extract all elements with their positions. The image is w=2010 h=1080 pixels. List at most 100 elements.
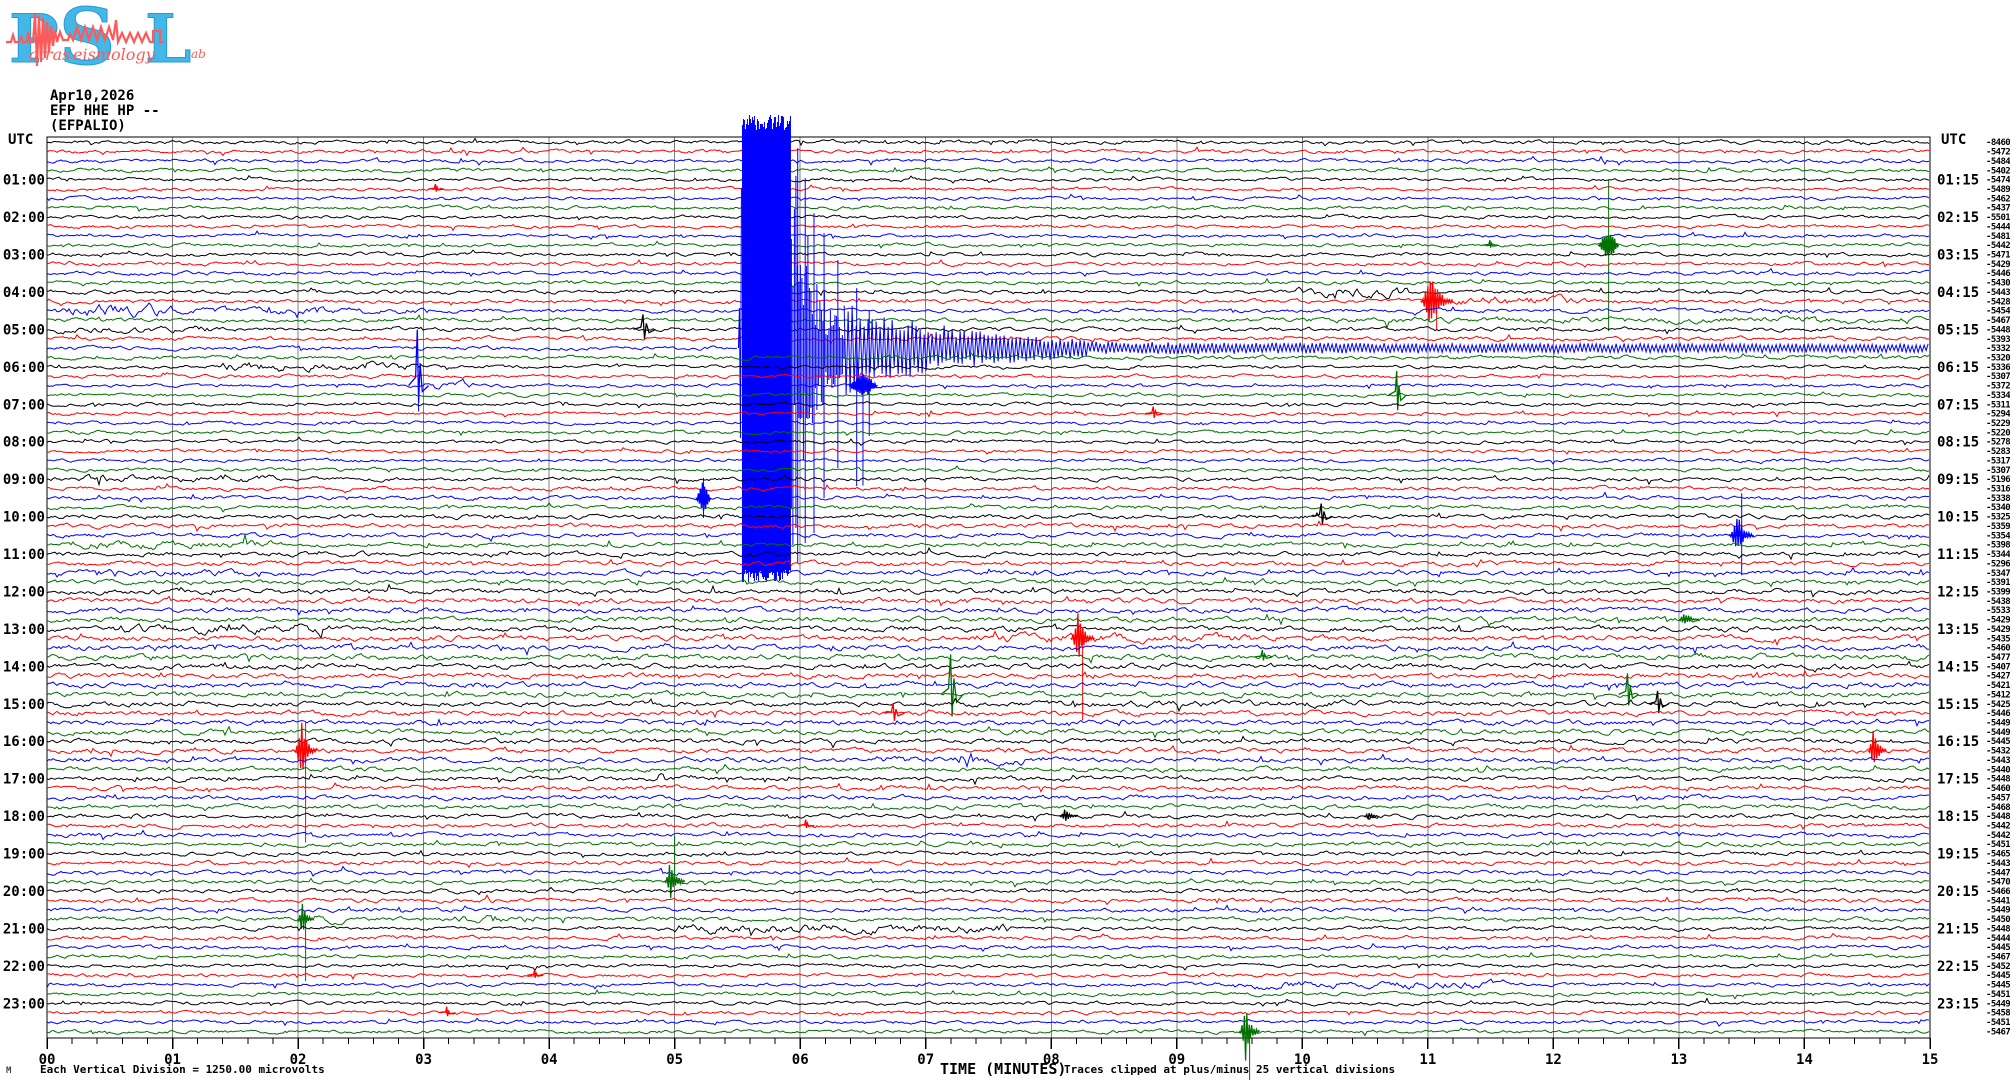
x-tick-label: 14 (1796, 1052, 1813, 1068)
hour-label-right: 05:15 (1937, 322, 1979, 338)
trace-row-58 (46, 680, 1930, 692)
trace-row-14 (46, 267, 1930, 278)
big-event-onset (737, 188, 742, 439)
hour-label-right: 21:15 (1937, 921, 1979, 937)
hour-label-left: 08:00 (3, 435, 45, 451)
trace-value: -5354 (1986, 531, 2010, 541)
x-tick-label: 10 (1294, 1052, 1311, 1068)
hour-label-right: 08:15 (1937, 435, 1979, 451)
trace-value: -5429 (1986, 625, 2010, 635)
hour-label-left: 21:00 (3, 921, 45, 937)
trace-value: -5501 (1986, 213, 2010, 223)
trace-value: -5435 (1986, 634, 2010, 644)
trace-value: -5332 (1986, 344, 2010, 354)
event-burst (1420, 281, 1454, 321)
trace-row-52 (46, 623, 1930, 640)
trace-row-57 (46, 669, 1930, 681)
event-spike (1648, 690, 1670, 714)
trace-value: -5448 (1986, 775, 2010, 785)
trace-row-48 (46, 583, 1930, 598)
trace-row-0 (46, 137, 1930, 147)
trace-row-63 (46, 725, 1930, 739)
trace-row-86 (46, 942, 1930, 952)
trace-row-70 (46, 793, 1930, 802)
x-tick-label: 08 (1043, 1052, 1060, 1068)
trace-value: -5442 (1986, 241, 2010, 251)
trace-row-54 (46, 640, 1930, 656)
hour-label-right: 15:15 (1937, 697, 1979, 713)
trace-row-20 (46, 324, 1930, 335)
trace-value: -5444 (1986, 222, 2010, 232)
trace-value: -5444 (1986, 934, 2010, 944)
event-spike (1145, 406, 1164, 419)
trace-value: -5229 (1986, 419, 2010, 429)
trace-value: -5320 (1986, 353, 2010, 363)
trace-value: -5462 (1986, 194, 2010, 204)
event-spike (884, 703, 905, 721)
trace-value: -5336 (1986, 363, 2010, 373)
trace-value: -5325 (1986, 513, 2010, 523)
trace-row-59 (46, 690, 1930, 701)
trace-row-67 (46, 763, 1930, 775)
trace-row-30 (46, 419, 1930, 427)
trace-row-6 (46, 193, 1930, 202)
hour-label-left: 06:00 (3, 360, 45, 376)
hour-label-right: 03:15 (1937, 248, 1979, 264)
hour-label-left: 20:00 (3, 884, 45, 900)
trace-row-9 (46, 223, 1930, 232)
trace-value: -5447 (1986, 868, 2010, 878)
trace-value: -5278 (1986, 438, 2010, 448)
hour-label-right: 02:15 (1937, 210, 1979, 226)
trace-value: -5412 (1986, 690, 2010, 700)
trace-value: -5449 (1986, 719, 2010, 729)
psl-logo: P S L atras eismology ab (6, 0, 206, 80)
event-spike (1388, 370, 1408, 411)
hour-label-left: 11:00 (3, 547, 45, 563)
trace-value: -5438 (1986, 597, 2010, 607)
trace-value: -5465 (1986, 850, 2010, 860)
trace-value: -5399 (1986, 587, 2010, 597)
event-burst (1678, 614, 1700, 624)
hour-label-left: 05:00 (3, 322, 45, 338)
trace-row-80 (46, 886, 1930, 896)
trace-row-62 (46, 718, 1930, 728)
trace-row-15 (46, 277, 1930, 289)
hour-label-right: 07:15 (1937, 397, 1979, 413)
hour-label-right: 04:15 (1937, 285, 1979, 301)
x-tick-label: 03 (415, 1052, 432, 1068)
header-date: Apr10,2026 (50, 88, 135, 104)
trace-row-12 (46, 249, 1930, 259)
trace-row-7 (46, 204, 1930, 212)
trace-row-64 (46, 735, 1930, 749)
trace-value: -5407 (1986, 662, 2010, 672)
trace-row-28 (46, 400, 1930, 409)
trace-row-26 (46, 378, 1930, 391)
trace-row-72 (46, 810, 1930, 822)
trace-value: -5443 (1986, 756, 2010, 766)
hour-label-right: 20:15 (1937, 884, 1979, 900)
trace-row-34 (47, 457, 1930, 465)
trace-row-50 (46, 605, 1930, 616)
event-blob (1597, 235, 1620, 256)
event-blob (848, 374, 879, 395)
trace-row-82 (46, 904, 1930, 915)
trace-row-3 (46, 166, 1930, 174)
trace-value: -5467 (1986, 316, 2010, 326)
trace-value: -5294 (1986, 410, 2010, 420)
hour-label-left: 19:00 (3, 847, 45, 863)
trace-row-8 (46, 213, 1930, 221)
plot-border (46, 136, 1931, 1039)
trace-value: -5481 (1986, 232, 2010, 242)
trace-value: -5316 (1986, 485, 2010, 495)
trace-value: -5460 (1986, 784, 2010, 794)
trace-value: -5429 (1986, 616, 2010, 626)
big-event-spiky-decay (790, 176, 845, 545)
trace-row-2 (46, 155, 1930, 166)
trace-value: -8460 (1986, 138, 2010, 148)
hour-label-left: 18:00 (3, 809, 45, 825)
event-burst (1729, 518, 1755, 547)
trace-row-39 (46, 502, 1930, 513)
corner-mark: M (6, 1066, 12, 1076)
trace-row-77 (46, 856, 1930, 869)
